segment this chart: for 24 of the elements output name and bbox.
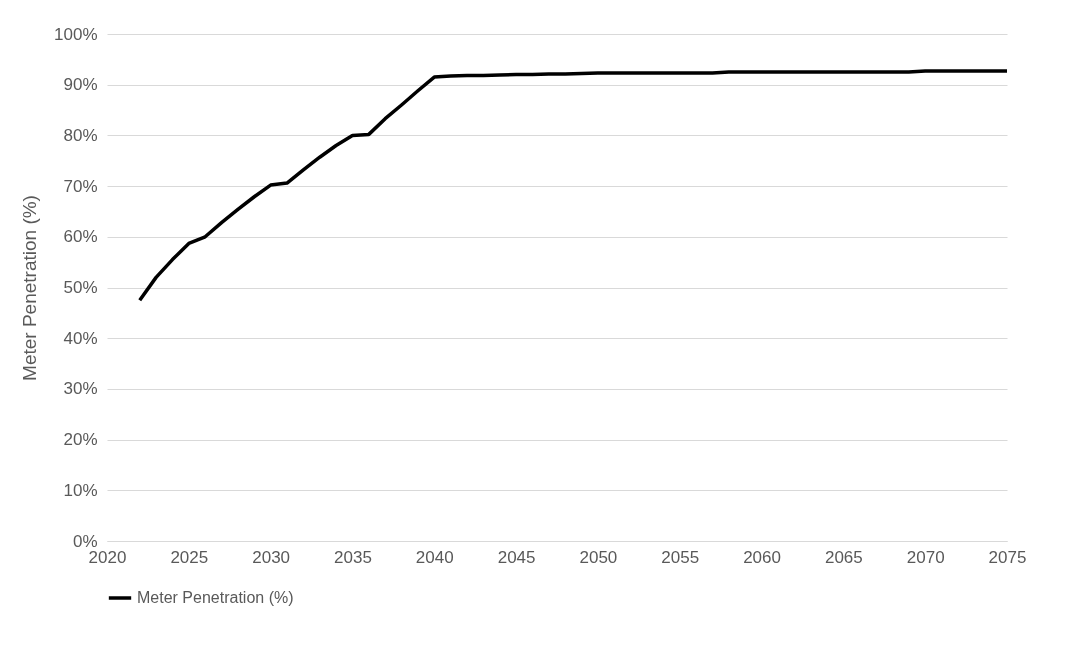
x-tick-label: 2035 <box>334 547 372 567</box>
x-tick-label: 2050 <box>579 547 618 567</box>
x-tick-label: 2065 <box>824 547 863 567</box>
y-tick-label: 60% <box>63 227 98 247</box>
x-tick-label: 2060 <box>743 547 781 567</box>
legend-label: Meter Penetration (%) <box>137 589 294 606</box>
y-tick-label: 90% <box>63 75 98 95</box>
y-tick-label: 80% <box>63 125 98 145</box>
y-tick-label: 40% <box>63 328 98 348</box>
y-tick-label: 20% <box>63 430 98 450</box>
x-tick-label: 2040 <box>415 547 454 567</box>
x-tick-label: 2025 <box>170 547 209 567</box>
y-tick-label: 30% <box>63 379 98 399</box>
x-tick-label: 2070 <box>906 547 945 567</box>
x-tick-label: 2030 <box>252 547 291 567</box>
y-tick-label: 50% <box>63 278 98 297</box>
x-tick-label: 2055 <box>661 547 700 567</box>
x-tick-label: 2075 <box>988 547 1027 567</box>
x-tick-label: 2045 <box>497 547 536 567</box>
line-series <box>137 69 1007 302</box>
y-tick-label: 70% <box>63 176 98 196</box>
y-tick-label: 100% <box>54 24 98 44</box>
y-tick-label: 10% <box>63 480 98 500</box>
y-axis-title: Meter Penetration (%) <box>19 195 41 381</box>
